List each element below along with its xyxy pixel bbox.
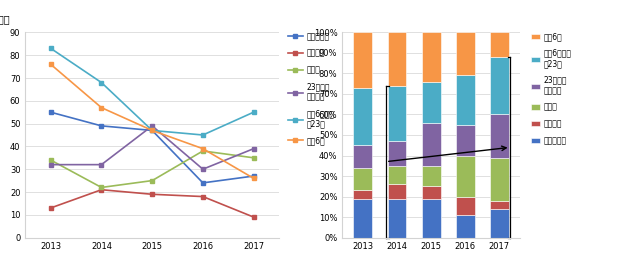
Bar <box>387 32 406 86</box>
Bar <box>422 32 441 82</box>
Bar <box>387 199 406 238</box>
Bar <box>490 209 509 238</box>
Bar <box>490 158 509 201</box>
Legend: 都心6区, 都心6区以外
の23区, 23区以外
の東京圏, 大阪圏, 名古屋圏, その他地域: 都心6区, 都心6区以外 の23区, 23区以外 の東京圏, 大阪圏, 名古屋圏… <box>531 32 572 145</box>
Bar <box>456 156 475 197</box>
Text: （件）: （件） <box>0 14 10 24</box>
Bar <box>422 166 441 186</box>
Bar <box>387 184 406 199</box>
Bar <box>422 199 441 238</box>
Bar <box>354 32 372 88</box>
Bar <box>456 125 475 156</box>
Bar <box>354 168 372 190</box>
Legend: その他地域, 名古屋圏, 大阪圏, 23区以外
の東京圏, 都心6区以外
の23区, 都心6区: その他地域, 名古屋圏, 大阪圏, 23区以外 の東京圏, 都心6区以外 の23… <box>288 32 335 145</box>
Bar <box>422 123 441 166</box>
Bar <box>387 166 406 184</box>
Bar <box>490 114 509 158</box>
Bar <box>456 215 475 238</box>
Bar <box>456 76 475 125</box>
Bar <box>490 57 509 114</box>
Bar <box>490 201 509 209</box>
Bar <box>354 145 372 168</box>
Bar <box>354 190 372 199</box>
Bar <box>354 199 372 238</box>
Bar <box>456 197 475 215</box>
Bar <box>387 141 406 166</box>
Bar <box>490 32 509 57</box>
Bar <box>456 32 475 76</box>
Bar <box>422 186 441 199</box>
Bar <box>387 86 406 141</box>
Bar <box>422 82 441 123</box>
Bar <box>354 88 372 145</box>
